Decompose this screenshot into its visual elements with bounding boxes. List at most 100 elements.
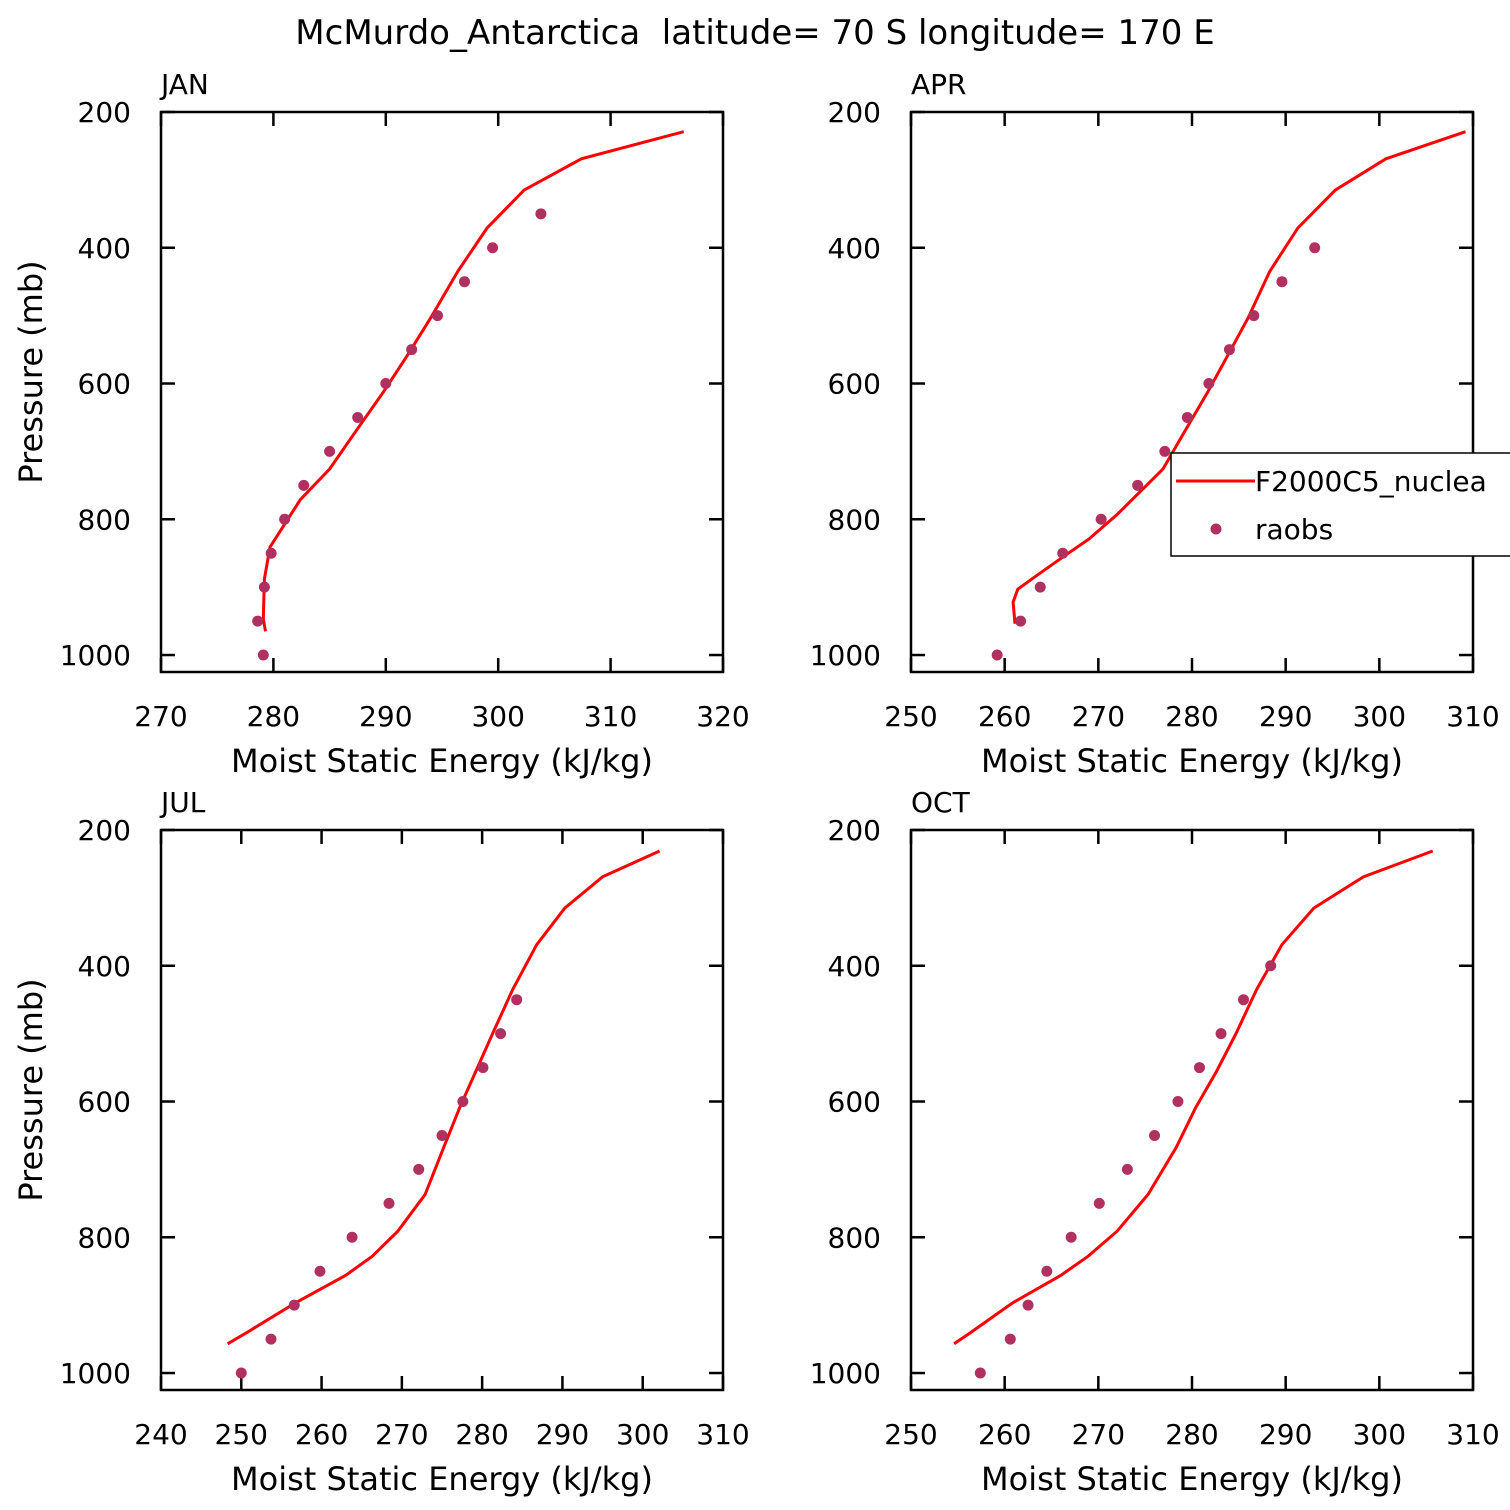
- data-point: [1093, 1197, 1105, 1209]
- x-tick-label: 280: [1165, 700, 1218, 733]
- y-tick-label: 200: [78, 814, 131, 847]
- y-tick-label: 1000: [60, 639, 131, 672]
- plot-frame: [159, 110, 725, 674]
- data-point: [511, 994, 523, 1006]
- data-point: [383, 1197, 395, 1209]
- x-tick-label: 300: [1353, 700, 1406, 733]
- panel-title: JUL: [159, 786, 206, 819]
- data-line: [261, 130, 685, 632]
- data-point: [265, 547, 277, 559]
- y-axis-label: Pressure (mb): [12, 978, 50, 1201]
- data-point: [1265, 960, 1277, 972]
- x-tick-label: 310: [584, 700, 637, 733]
- x-tick-label: 310: [1446, 700, 1499, 733]
- y-tick-label: 800: [78, 1221, 131, 1254]
- x-axis-label: Moist Static Energy (kJ/kg): [231, 742, 653, 780]
- y-tick-label: 1000: [810, 639, 881, 672]
- data-point: [1223, 344, 1235, 356]
- data-point: [1034, 581, 1046, 593]
- plot-frame: [909, 110, 1475, 674]
- panel-title: APR: [911, 68, 967, 101]
- y-tick-label: 800: [78, 503, 131, 536]
- data-point: [1065, 1231, 1077, 1243]
- data-point: [1095, 513, 1107, 525]
- x-axis-label: Moist Static Energy (kJ/kg): [981, 742, 1403, 780]
- x-tick-label: 270: [375, 1418, 428, 1451]
- data-point: [265, 1333, 277, 1345]
- y-tick-label: 400: [78, 950, 131, 983]
- x-tick-label: 280: [455, 1418, 508, 1451]
- data-line: [953, 849, 1434, 1346]
- data-point: [457, 1096, 469, 1108]
- x-tick-label: 260: [978, 700, 1031, 733]
- y-tick-label: 1000: [810, 1357, 881, 1390]
- y-tick-label: 200: [78, 96, 131, 129]
- y-tick-label: 800: [828, 503, 881, 536]
- plot-frame: [159, 828, 725, 1392]
- data-point: [1203, 378, 1215, 390]
- data-point: [1022, 1299, 1034, 1311]
- data-point: [1215, 1028, 1227, 1040]
- data-line: [226, 849, 661, 1346]
- data-point: [1193, 1062, 1205, 1074]
- y-tick-label: 1000: [60, 1357, 131, 1390]
- y-axis-label: Pressure (mb): [12, 260, 50, 483]
- data-point: [1057, 547, 1069, 559]
- y-tick-label: 600: [78, 368, 131, 401]
- data-point: [406, 344, 418, 356]
- data-point: [258, 581, 270, 593]
- data-line: [1011, 130, 1466, 624]
- y-tick-label: 600: [828, 368, 881, 401]
- x-tick-label: 290: [1259, 1418, 1312, 1451]
- data-point: [235, 1367, 247, 1379]
- x-tick-label: 260: [295, 1418, 348, 1451]
- data-point: [1149, 1129, 1161, 1141]
- x-tick-label: 300: [616, 1418, 669, 1451]
- data-point: [1041, 1265, 1053, 1277]
- panel-title: OCT: [911, 786, 971, 819]
- data-point: [413, 1163, 425, 1175]
- data-point: [1248, 310, 1260, 322]
- data-point: [974, 1367, 986, 1379]
- legend-label: F2000C5_nuclea: [1255, 465, 1487, 498]
- data-point: [487, 242, 499, 254]
- x-tick-label: 250: [884, 1418, 937, 1451]
- x-tick-label: 250: [215, 1418, 268, 1451]
- y-tick-label: 400: [78, 232, 131, 265]
- data-point: [1132, 479, 1144, 491]
- data-point: [380, 378, 392, 390]
- x-tick-label: 280: [1165, 1418, 1218, 1451]
- y-tick-label: 800: [828, 1221, 881, 1254]
- data-point: [279, 513, 291, 525]
- x-tick-label: 280: [247, 700, 300, 733]
- data-point: [298, 479, 310, 491]
- y-tick-label: 600: [78, 1086, 131, 1119]
- y-tick-label: 200: [828, 96, 881, 129]
- data-point: [1159, 445, 1171, 457]
- x-tick-label: 270: [1072, 700, 1125, 733]
- x-axis-label: Moist Static Energy (kJ/kg): [231, 1460, 653, 1498]
- x-tick-label: 240: [134, 1418, 187, 1451]
- x-tick-label: 290: [1259, 700, 1312, 733]
- x-tick-label: 260: [978, 1418, 1031, 1451]
- data-point: [252, 615, 264, 627]
- data-point: [314, 1265, 326, 1277]
- data-point: [535, 208, 547, 220]
- data-point: [1121, 1163, 1133, 1175]
- y-tick-label: 200: [828, 814, 881, 847]
- data-point: [257, 649, 269, 661]
- data-point: [1309, 242, 1321, 254]
- x-tick-label: 250: [884, 700, 937, 733]
- data-point: [1238, 994, 1250, 1006]
- data-point: [436, 1129, 448, 1141]
- x-tick-label: 290: [536, 1418, 589, 1451]
- legend-swatch: [1210, 523, 1222, 535]
- data-point: [477, 1062, 489, 1074]
- x-tick-label: 300: [1353, 1418, 1406, 1451]
